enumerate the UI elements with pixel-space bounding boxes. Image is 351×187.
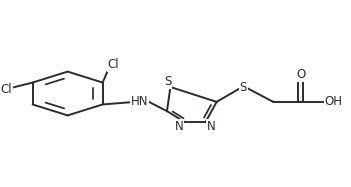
Text: Cl: Cl [0, 83, 12, 96]
Text: S: S [164, 75, 171, 88]
Text: S: S [240, 81, 247, 94]
Text: Cl: Cl [108, 58, 119, 71]
Text: N: N [206, 120, 215, 133]
Text: N: N [174, 120, 183, 133]
Text: OH: OH [324, 95, 342, 108]
Text: HN: HN [131, 95, 148, 108]
Text: O: O [296, 68, 305, 81]
